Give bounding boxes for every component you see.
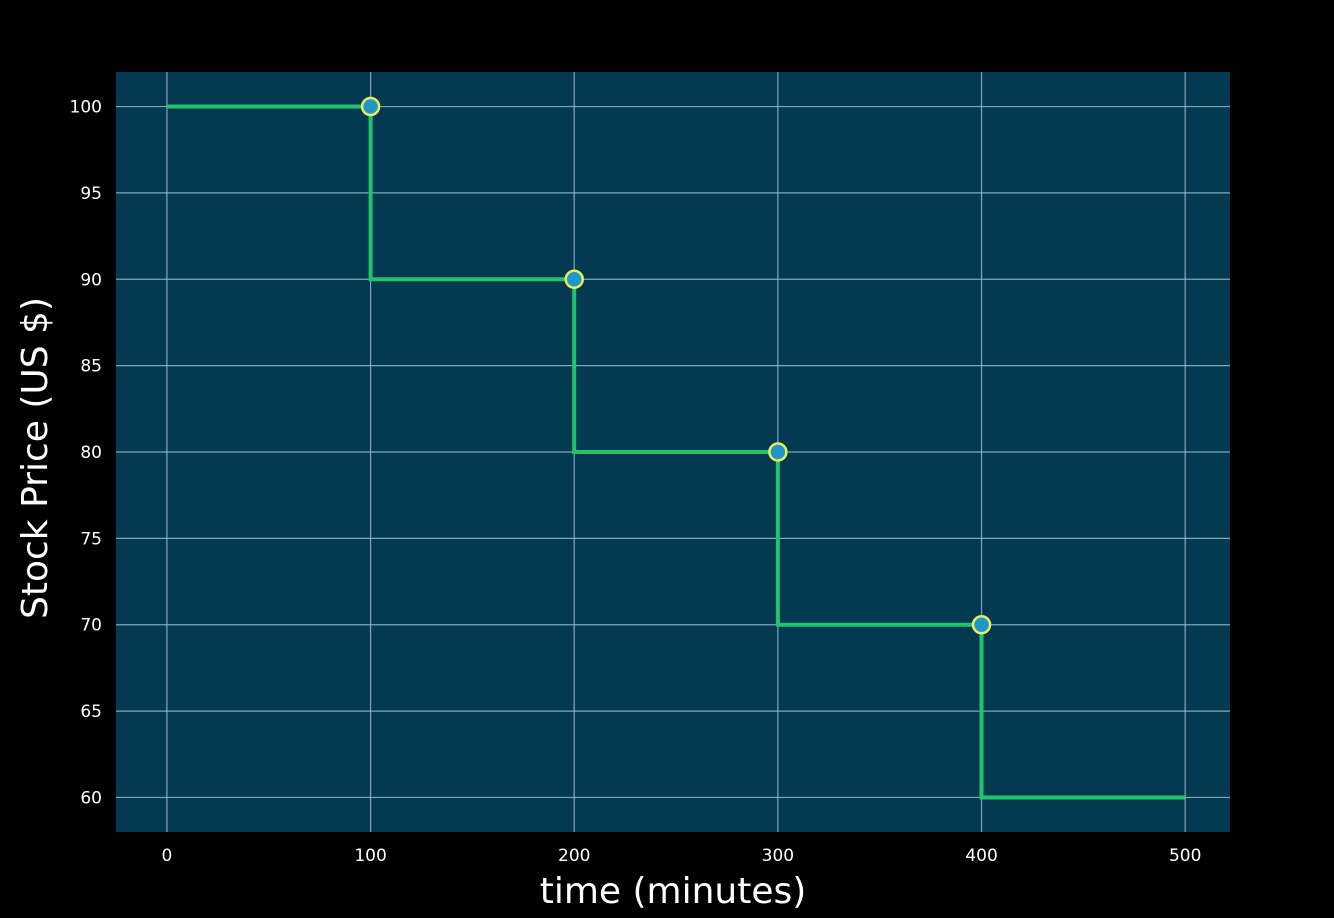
data-point-marker [768,442,788,462]
data-point-marker [564,269,584,290]
y-tick-label: 70 [80,616,102,636]
y-tick-label: 100 [70,98,102,118]
y-tick-label: 80 [80,443,102,463]
tick-labels: 0 100 200 300 400 500 60 65 70 75 80 85 90 95 100 [70,98,1202,866]
marker-layer [360,96,992,635]
y-tick-label: 85 [80,357,102,377]
series-line [166,104,1186,800]
data-point-marker [971,614,992,635]
y-tick-label: 75 [80,529,102,549]
y-tick-label: 95 [80,184,102,204]
x-tick-label: 200 [558,846,590,866]
y-tick-label: 65 [80,702,102,722]
x-tick-label: 0 [162,846,173,866]
x-tick-label: 100 [354,846,386,866]
x-tick-label: 300 [762,846,794,866]
series-layer [166,104,1186,800]
data-point-marker [360,96,381,117]
x-tick-label: 400 [965,846,997,866]
y-tick-label: 90 [80,270,102,290]
y-tick-label: 60 [80,788,102,808]
x-tick-label: 500 [1169,846,1201,866]
x-axis-title: time (minutes) [540,871,807,912]
y-axis-title: Stock Price (US $) [15,297,56,619]
